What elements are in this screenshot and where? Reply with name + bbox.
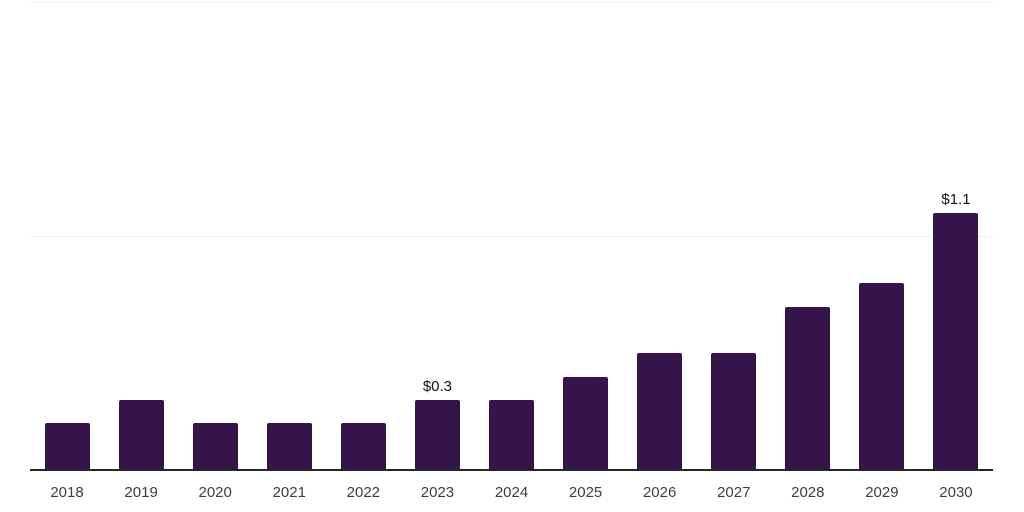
bar-2024 [489, 400, 534, 470]
x-tick-label-2020: 2020 [198, 484, 232, 501]
x-axis-line [30, 469, 993, 471]
x-tick-label-2018: 2018 [50, 484, 84, 501]
bar-2021 [266, 423, 312, 470]
bar-2025 [563, 376, 609, 470]
bar-2026 [637, 353, 683, 470]
bar-band-2023: $0.3 [400, 3, 474, 470]
bar-value-label-2030: $1.1 [941, 191, 971, 209]
bar-value-label-2023: $0.3 [422, 378, 453, 395]
plot-area: $0.3 $1.1 [30, 2, 993, 470]
bar-band-2027 [697, 3, 771, 470]
bar-2027 [711, 353, 757, 470]
bar-band-2028 [771, 3, 845, 470]
bar-2029 [859, 283, 905, 470]
bar-2028 [785, 306, 831, 470]
x-tick-label-2026: 2026 [642, 484, 677, 501]
bar-2022 [340, 423, 386, 470]
bar-band-2018 [30, 3, 104, 470]
x-tick-label-2023: 2023 [420, 484, 455, 501]
x-tick-label-2019: 2019 [124, 484, 158, 501]
x-tick-label-2021: 2021 [272, 484, 306, 501]
bar-band-2024 [474, 3, 548, 470]
x-tick-label-2022: 2022 [346, 484, 381, 501]
bar-band-2025 [549, 3, 623, 470]
bar-2030 [933, 213, 979, 470]
x-tick-label-2024: 2024 [494, 484, 529, 501]
bar-band-2029 [845, 3, 919, 470]
bar-band-2020 [178, 3, 252, 470]
bar-2019 [118, 400, 164, 470]
bar-2020 [192, 423, 238, 470]
x-tick-label-2028: 2028 [791, 484, 825, 501]
bar-band-2021 [252, 3, 326, 470]
x-tick-label-2030: 2030 [939, 484, 973, 501]
gridline-1-0 [30, 236, 993, 237]
bar-band-2019 [104, 3, 178, 470]
x-tick-label-2025: 2025 [568, 484, 603, 501]
x-tick-label-2029: 2029 [865, 484, 899, 501]
bar-2018 [44, 423, 90, 470]
x-tick-label-2027: 2027 [717, 484, 751, 501]
x-axis-tick-labels: 2018 2019 2020 2021 2022 2023 2024 2025 2026 2027… [30, 483, 993, 503]
bar-band-2030: $1.1 [919, 3, 993, 470]
bar-2023 [414, 400, 460, 470]
bar-band-2022 [326, 3, 400, 470]
bar-band-2026 [623, 3, 697, 470]
